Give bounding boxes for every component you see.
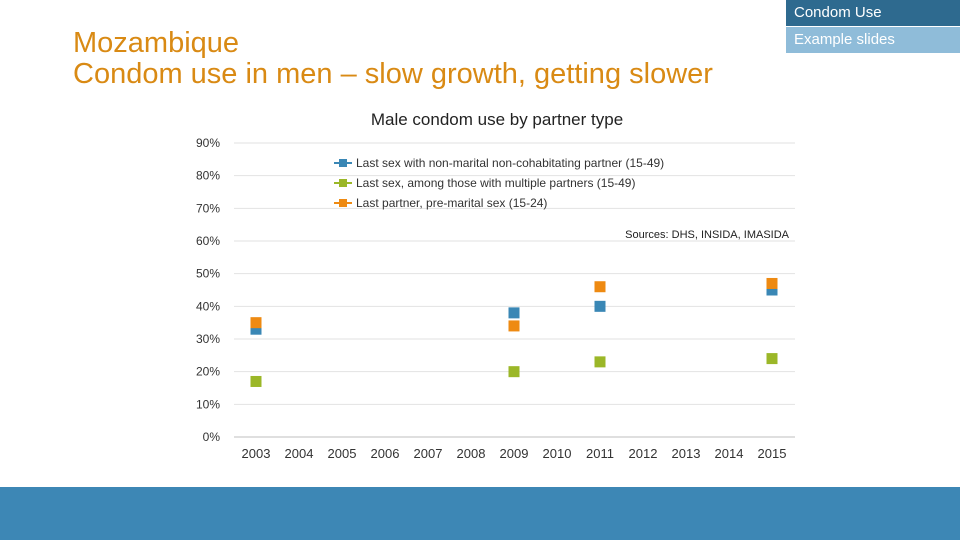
data-point (766, 284, 778, 296)
slide-title-line2: Condom use in men – slow growth, getting… (73, 58, 713, 90)
x-tick-label: 2012 (629, 446, 658, 461)
slide-title-line1: Mozambique (73, 27, 240, 59)
y-tick-label: 40% (196, 299, 220, 313)
x-tick-label: 2005 (328, 446, 357, 461)
legend-marker (339, 179, 347, 187)
data-point (766, 277, 778, 289)
chart-title: Male condom use by partner type (371, 110, 623, 129)
chart-legend: Last sex with non-marital non-cohabitati… (334, 156, 664, 210)
data-point (508, 320, 520, 332)
scatter-chart: Male condom use by partner type 0% 10% 20%… (196, 110, 795, 461)
data-point (594, 356, 606, 368)
x-tick-label: 2011 (586, 446, 614, 461)
chart-source-note: Sources: DHS, INSIDA, IMASIDA (625, 229, 789, 241)
x-tick-label: 2010 (543, 446, 572, 461)
x-tick-label: 2006 (371, 446, 400, 461)
data-point (766, 353, 778, 365)
x-tick-label: 2013 (672, 446, 701, 461)
subsection-tag: Example slides (786, 27, 960, 53)
legend-label: Last partner, pre-marital sex (15-24) (356, 196, 547, 210)
y-tick-label: 50% (196, 267, 220, 281)
y-tick-label: 90% (196, 136, 220, 150)
y-tick-label: 80% (196, 169, 220, 183)
x-tick-label: 2007 (414, 446, 443, 461)
x-tick-label: 2003 (242, 446, 271, 461)
data-point (250, 323, 262, 335)
legend-marker (339, 159, 347, 167)
x-tick-label: 2015 (758, 446, 787, 461)
data-point (594, 281, 606, 293)
x-tick-label: 2009 (500, 446, 529, 461)
chart-axes: 0% 10% 20% 30% 40% 50% 60% 70% 80% 90% 2003 2004 200… (196, 136, 795, 461)
data-point (508, 366, 520, 378)
x-tick-label: 2008 (457, 446, 486, 461)
y-tick-label: 0% (203, 430, 221, 444)
y-tick-label: 10% (196, 397, 220, 411)
legend-label: Last sex with non-marital non-cohabitati… (356, 156, 664, 170)
data-point (250, 317, 262, 329)
x-tick-label: 2014 (715, 446, 744, 461)
data-point (250, 375, 262, 387)
slide-title: Mozambique Condom use in men – slow grow… (73, 28, 713, 90)
footer-bar (0, 487, 960, 540)
chart-marks (250, 277, 778, 387)
legend-label: Last sex, among those with multiple part… (356, 176, 635, 190)
data-point (594, 300, 606, 312)
data-point (508, 307, 520, 319)
legend-marker (339, 199, 347, 207)
y-tick-label: 30% (196, 332, 220, 346)
y-tick-label: 70% (196, 201, 220, 215)
y-tick-label: 60% (196, 234, 220, 248)
x-tick-label: 2004 (285, 446, 314, 461)
y-tick-label: 20% (196, 365, 220, 379)
section-tag: Condom Use (786, 0, 960, 26)
